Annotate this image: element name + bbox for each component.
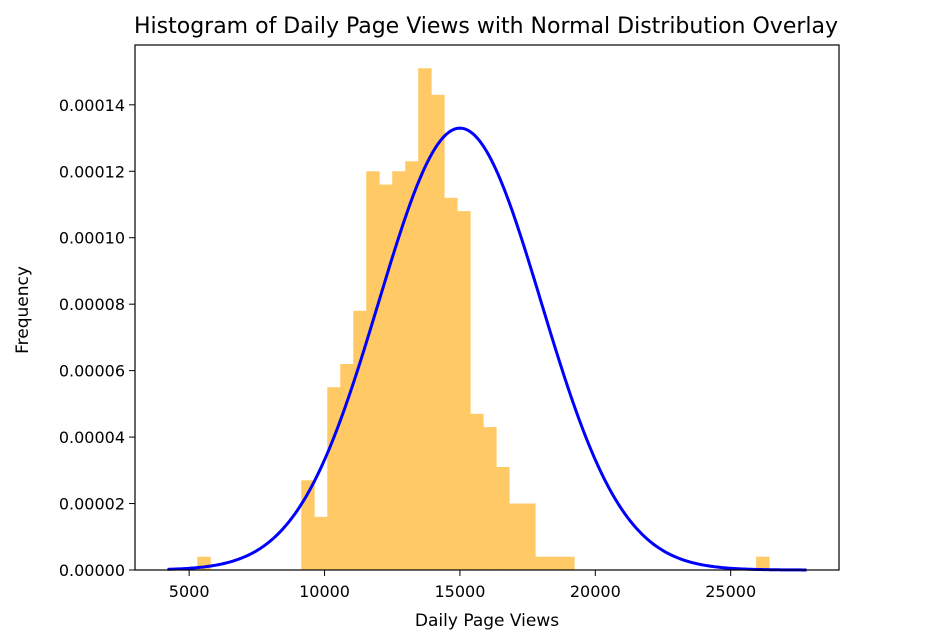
histogram-bar xyxy=(392,171,406,570)
y-tick-label: 0.00000 xyxy=(59,561,125,580)
histogram-bar xyxy=(379,184,393,570)
histogram-bar xyxy=(548,556,562,570)
histogram-bar xyxy=(418,68,432,570)
y-axis-ticks: 0.00000 0.00002 0.00004 0.00006 0.00008 0.000… xyxy=(59,96,135,580)
y-tick-label: 0.00002 xyxy=(59,495,125,514)
y-tick-label: 0.00014 xyxy=(59,96,125,115)
histogram-bar xyxy=(340,363,354,570)
histogram-bar xyxy=(496,466,510,570)
x-tick-label: 10000 xyxy=(299,582,350,601)
histogram-bar xyxy=(366,171,380,570)
histogram-bar xyxy=(405,161,419,571)
histogram-bar xyxy=(470,413,484,570)
x-tick-label: 20000 xyxy=(570,582,621,601)
normal-distribution-curve xyxy=(167,126,807,572)
y-tick-label: 0.00004 xyxy=(59,428,125,447)
chart-title: Histogram of Daily Page Views with Norma… xyxy=(134,14,838,39)
histogram-bar xyxy=(431,94,445,570)
histogram-bar xyxy=(561,556,575,570)
x-tick-label: 5000 xyxy=(169,582,210,601)
y-tick-label: 0.00012 xyxy=(59,162,125,181)
x-axis-ticks: 5000 10000 15000 20000 25000 xyxy=(169,570,756,601)
plot-frame xyxy=(134,44,840,571)
y-tick-label: 0.00008 xyxy=(59,295,125,314)
histogram-bar xyxy=(301,480,315,570)
histogram-bar xyxy=(314,516,328,570)
histogram-bar xyxy=(535,556,549,570)
histogram-bar xyxy=(483,427,497,570)
y-axis-label: Frequency xyxy=(13,266,33,354)
histogram-bar xyxy=(327,387,341,570)
histogram-bar xyxy=(756,556,770,570)
histogram-bar xyxy=(444,197,458,570)
y-tick-label: 0.00010 xyxy=(59,229,125,248)
histogram-bar xyxy=(509,503,523,570)
histogram-bars xyxy=(197,68,770,571)
x-tick-label: 15000 xyxy=(434,582,485,601)
histogram-bar xyxy=(457,211,471,570)
x-axis-label: Daily Page Views xyxy=(415,611,559,631)
y-tick-label: 0.00006 xyxy=(59,362,125,381)
histogram-bar xyxy=(522,503,536,570)
x-tick-label: 25000 xyxy=(705,582,756,601)
